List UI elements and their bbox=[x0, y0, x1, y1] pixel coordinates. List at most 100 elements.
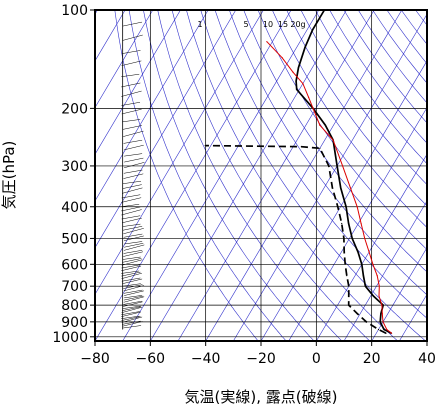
dry-adiabat-line bbox=[200, 10, 426, 341]
series-2 bbox=[266, 41, 393, 334]
data-point bbox=[390, 332, 393, 334]
data-point bbox=[319, 147, 321, 149]
data-point bbox=[348, 222, 350, 225]
wind-barb bbox=[122, 125, 142, 130]
data-point bbox=[360, 222, 362, 225]
wind-barb bbox=[123, 289, 143, 294]
x-tick-label: 0 bbox=[312, 351, 321, 367]
wind-barb bbox=[123, 249, 143, 254]
data-point bbox=[356, 206, 358, 208]
dry-adiabat-line bbox=[272, 10, 427, 228]
y-axis-title: 気圧(hPa) bbox=[0, 141, 18, 210]
wind-barb bbox=[122, 258, 142, 263]
x-tick-label: 20 bbox=[363, 351, 381, 367]
data-point bbox=[372, 295, 375, 297]
wind-barb bbox=[121, 270, 140, 274]
wind-barb bbox=[122, 301, 143, 307]
data-point bbox=[337, 206, 339, 208]
wind-barb bbox=[122, 119, 141, 123]
y-tick-label: 600 bbox=[61, 257, 88, 273]
wind-barb bbox=[123, 228, 144, 235]
wind-barb bbox=[123, 325, 142, 329]
data-point bbox=[281, 57, 283, 59]
y-tick-label: 700 bbox=[61, 279, 88, 295]
mixing-ratio-label: 20g bbox=[290, 20, 305, 29]
mixing-ratio-label: 10 bbox=[263, 20, 273, 29]
series-1 bbox=[204, 144, 387, 334]
data-point bbox=[379, 321, 381, 323]
wind-barb bbox=[122, 34, 143, 41]
wind-barb bbox=[123, 296, 145, 303]
data-point bbox=[331, 187, 334, 189]
wind-barb bbox=[121, 277, 141, 282]
wind-barb bbox=[122, 256, 141, 260]
data-point bbox=[311, 29, 314, 31]
wind-barb bbox=[121, 306, 142, 311]
data-point bbox=[302, 83, 304, 85]
wind-barb bbox=[121, 265, 142, 272]
data-point bbox=[351, 237, 353, 240]
data-point bbox=[341, 222, 343, 225]
x-tick-label: 40 bbox=[418, 351, 436, 367]
data-point bbox=[292, 71, 294, 73]
mixing-ratio-label: 5 bbox=[243, 20, 248, 29]
data-point bbox=[348, 285, 350, 287]
y-tick-label: 400 bbox=[61, 200, 88, 216]
data-point bbox=[342, 165, 344, 167]
wind-barb bbox=[123, 144, 144, 151]
wind-barb bbox=[122, 184, 142, 189]
wind-barb bbox=[123, 130, 144, 137]
data-point bbox=[312, 107, 314, 109]
wind-barb bbox=[121, 90, 142, 97]
temperature-line bbox=[295, 10, 392, 334]
data-point bbox=[378, 295, 380, 297]
wind-barb bbox=[123, 173, 144, 179]
data-point bbox=[349, 187, 352, 189]
data-point bbox=[296, 88, 298, 91]
data-point bbox=[297, 66, 300, 69]
wind-barb bbox=[124, 290, 144, 296]
wind-barb bbox=[124, 242, 144, 248]
data-point bbox=[343, 251, 345, 253]
x-tick-label: −60 bbox=[136, 351, 166, 367]
wind-barb bbox=[121, 102, 141, 106]
wind-barb bbox=[124, 153, 143, 157]
data-point bbox=[295, 80, 297, 82]
data-point bbox=[382, 321, 384, 323]
wind-barb bbox=[124, 241, 143, 245]
wind-barb bbox=[121, 272, 142, 279]
isotherm-line bbox=[95, 10, 209, 202]
data-point bbox=[361, 263, 363, 265]
wind-barb bbox=[121, 316, 141, 321]
data-point bbox=[380, 313, 382, 315]
data-point bbox=[343, 237, 345, 240]
mixing-ratio-label: 1 bbox=[197, 20, 202, 29]
data-point bbox=[345, 206, 347, 208]
data-point bbox=[332, 139, 334, 141]
wind-barb bbox=[121, 108, 142, 115]
data-point bbox=[328, 165, 330, 167]
y-tick-label: 1000 bbox=[52, 330, 88, 346]
data-point bbox=[383, 328, 385, 331]
data-point bbox=[378, 285, 380, 287]
x-tick-label: −40 bbox=[191, 351, 221, 367]
data-point bbox=[364, 237, 366, 240]
data-point bbox=[377, 328, 380, 331]
wind-barb bbox=[121, 271, 141, 277]
data-point bbox=[340, 187, 342, 189]
wind-barb bbox=[121, 315, 140, 319]
data-point bbox=[304, 46, 306, 48]
dry-adiabat-line bbox=[315, 10, 427, 165]
profile-series bbox=[204, 10, 393, 334]
y-tick-label: 900 bbox=[61, 315, 88, 331]
mixing-ratio-label: 15 bbox=[278, 20, 288, 29]
dry-adiabat-line bbox=[171, 10, 371, 341]
wind-barb bbox=[121, 82, 141, 88]
wind-barb bbox=[121, 73, 140, 77]
dry-adiabat-line bbox=[157, 10, 343, 341]
isotherm-line bbox=[95, 10, 237, 249]
wind-barb bbox=[122, 223, 141, 227]
wind-barb bbox=[124, 162, 145, 169]
